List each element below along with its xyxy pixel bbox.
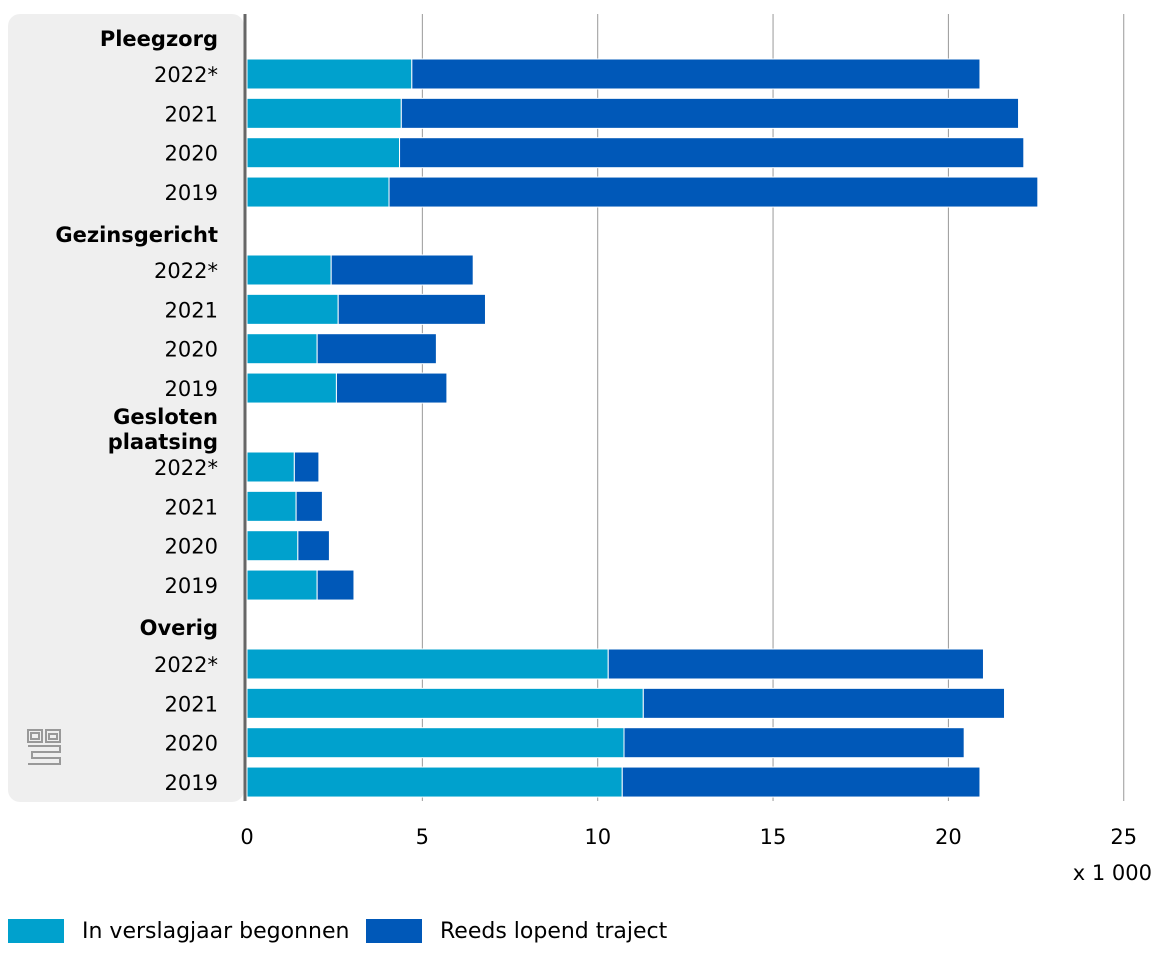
row-label: 2019 xyxy=(165,377,218,401)
bar-segment xyxy=(607,648,984,680)
x-tick-label: 25 xyxy=(1110,825,1137,849)
chart-svg: 0 5 10 15 20 25 x 1 000 Pleegzorg 2022* 2021 2020 2… xyxy=(8,14,1152,885)
bar-segment xyxy=(246,97,402,129)
legend-swatch xyxy=(366,919,422,943)
row-label: 2020 xyxy=(165,732,218,756)
row-label: 2020 xyxy=(165,142,218,166)
bar-segment xyxy=(642,687,1006,719)
bar-segment xyxy=(330,254,474,286)
legend-item: In verslagjaar begonnen xyxy=(8,913,349,949)
row-label: 2022* xyxy=(154,456,218,480)
legend-item: Reeds lopend traject xyxy=(366,913,667,949)
x-tick-label: 0 xyxy=(240,825,253,849)
bar-segment xyxy=(246,58,413,90)
row-label: 2022* xyxy=(154,259,218,283)
legend-label: In verslagjaar begonnen xyxy=(82,918,350,944)
bar-segment xyxy=(400,97,1020,129)
bar-segment xyxy=(246,293,339,325)
bar-segment xyxy=(246,451,295,483)
group-label: Overig xyxy=(140,616,218,640)
bar-segment xyxy=(246,530,299,562)
bar-segment xyxy=(246,648,609,680)
row-label: 2020 xyxy=(165,535,218,559)
x-unit-label: x 1 000 xyxy=(1073,861,1152,885)
bar-segment xyxy=(246,569,318,601)
bar-segment xyxy=(411,58,981,90)
bar-segment xyxy=(297,530,330,562)
row-label: 2019 xyxy=(165,181,218,205)
bar-segment xyxy=(316,333,437,365)
legend-swatch xyxy=(8,919,64,943)
group-label: Pleegzorg xyxy=(100,27,218,51)
bar-segment xyxy=(246,176,390,208)
row-label: 2021 xyxy=(165,495,218,519)
bar-segment xyxy=(293,451,320,483)
bar-segment xyxy=(316,569,355,601)
bar-segment xyxy=(621,766,981,798)
bar-segment xyxy=(388,176,1039,208)
bar-segment xyxy=(246,687,644,719)
group-label: Gezinsgericht xyxy=(55,223,218,247)
cbs-logo-icon xyxy=(27,729,61,765)
bar-segment xyxy=(295,490,323,522)
bar-segment xyxy=(246,490,297,522)
bar-segment xyxy=(246,372,337,404)
x-tick-label: 5 xyxy=(416,825,429,849)
bar-segment xyxy=(246,727,625,759)
row-label: 2020 xyxy=(165,338,218,362)
row-label: 2021 xyxy=(165,298,218,322)
row-label: 2021 xyxy=(165,692,218,716)
bar-segment xyxy=(623,727,965,759)
bar-segment xyxy=(246,333,318,365)
row-label: 2021 xyxy=(165,102,218,126)
row-label: 2019 xyxy=(165,771,218,795)
group-label: Gesloten xyxy=(113,405,218,429)
legend-label: Reeds lopend traject xyxy=(440,918,668,944)
category-panel xyxy=(8,14,244,802)
row-label: 2022* xyxy=(154,63,218,87)
x-tick-label: 15 xyxy=(760,825,787,849)
bar-segment xyxy=(246,766,623,798)
bar-segment xyxy=(337,293,486,325)
x-tick-label: 20 xyxy=(935,825,962,849)
bar-segment xyxy=(399,137,1025,169)
row-label: 2022* xyxy=(154,653,218,677)
bar-segment xyxy=(246,137,401,169)
x-tick-label: 10 xyxy=(584,825,611,849)
bar-segment xyxy=(335,372,448,404)
row-label: 2019 xyxy=(165,574,218,598)
group-label: plaatsing xyxy=(108,430,218,454)
bar-segment xyxy=(246,254,332,286)
